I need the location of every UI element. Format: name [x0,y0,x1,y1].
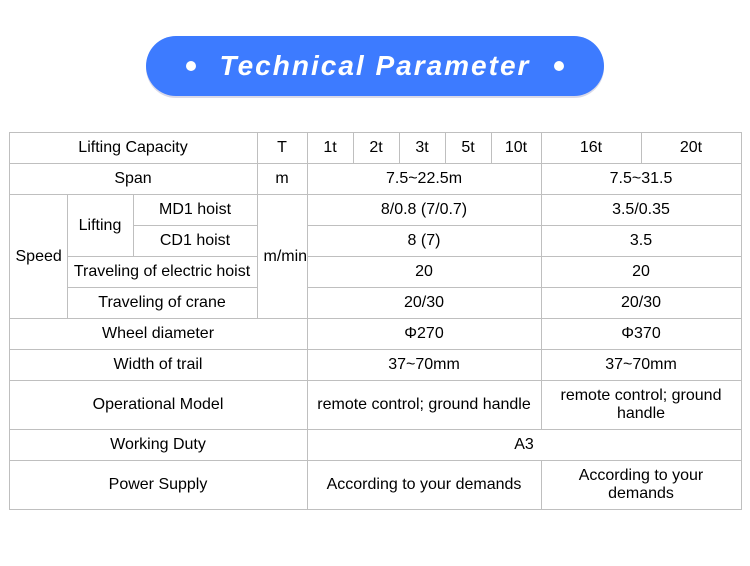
banner-wrap: Technical Parameter [0,0,750,132]
cell-value: 8/0.8 (7/0.7) [307,195,541,226]
table-row: Traveling of electric hoist 20 20 [9,257,741,288]
cell-value: 7.5~31.5 [541,164,741,195]
cell-label: Power Supply [9,461,307,510]
cell-label: Speed [9,195,67,319]
cell-value: Φ270 [307,319,541,350]
cell-unit: T [257,133,307,164]
cell-value: 20/30 [307,288,541,319]
cell-value: 20 [307,257,541,288]
cell-value: remote control; ground handle [307,381,541,430]
cell-value: 7.5~22.5m [307,164,541,195]
spec-table: Lifting Capacity T 1t 2t 3t 5t 10t 16t 2… [9,132,742,510]
table-row: Speed Lifting MD1 hoist m/min 8/0.8 (7/0… [9,195,741,226]
banner-title: Technical Parameter [220,50,531,82]
table-row: Power Supply According to your demands A… [9,461,741,510]
cell-value: 8 (7) [307,226,541,257]
cell-value: 1t [307,133,353,164]
cell-value: 3.5 [541,226,741,257]
cell-value: 3.5/0.35 [541,195,741,226]
cell-sublabel: CD1 hoist [133,226,257,257]
table-row: Lifting Capacity T 1t 2t 3t 5t 10t 16t 2… [9,133,741,164]
table-row: Span m 7.5~22.5m 7.5~31.5 [9,164,741,195]
cell-value: 16t [541,133,641,164]
cell-value: 10t [491,133,541,164]
banner: Technical Parameter [146,36,605,96]
table-row: Wheel diameter Φ270 Φ370 [9,319,741,350]
cell-unit: m [257,164,307,195]
cell-value: Φ370 [541,319,741,350]
bullet-left-icon [186,61,196,71]
cell-value: 5t [445,133,491,164]
cell-value: 20/30 [541,288,741,319]
cell-value: 37~70mm [541,350,741,381]
table-row: Working Duty A3 [9,430,741,461]
table-row: Operational Model remote control; ground… [9,381,741,430]
cell-sublabel: MD1 hoist [133,195,257,226]
cell-value: According to your demands [307,461,541,510]
cell-label: Wheel diameter [9,319,307,350]
cell-value: 37~70mm [307,350,541,381]
bullet-right-icon [554,61,564,71]
cell-sublabel: Lifting [67,195,133,257]
cell-label: Lifting Capacity [9,133,257,164]
cell-value: A3 [307,430,741,461]
cell-label: Width of trail [9,350,307,381]
cell-value: 20t [641,133,741,164]
cell-label: Working Duty [9,430,307,461]
cell-value: 3t [399,133,445,164]
cell-value: 20 [541,257,741,288]
cell-sublabel: Traveling of electric hoist [67,257,257,288]
cell-sublabel: Traveling of crane [67,288,257,319]
cell-label: Span [9,164,257,195]
table-row: Traveling of crane 20/30 20/30 [9,288,741,319]
cell-value: 2t [353,133,399,164]
table-row: Width of trail 37~70mm 37~70mm [9,350,741,381]
cell-label: Operational Model [9,381,307,430]
cell-value: remote control; ground handle [541,381,741,430]
cell-value: According to your demands [541,461,741,510]
cell-unit: m/min [257,195,307,319]
